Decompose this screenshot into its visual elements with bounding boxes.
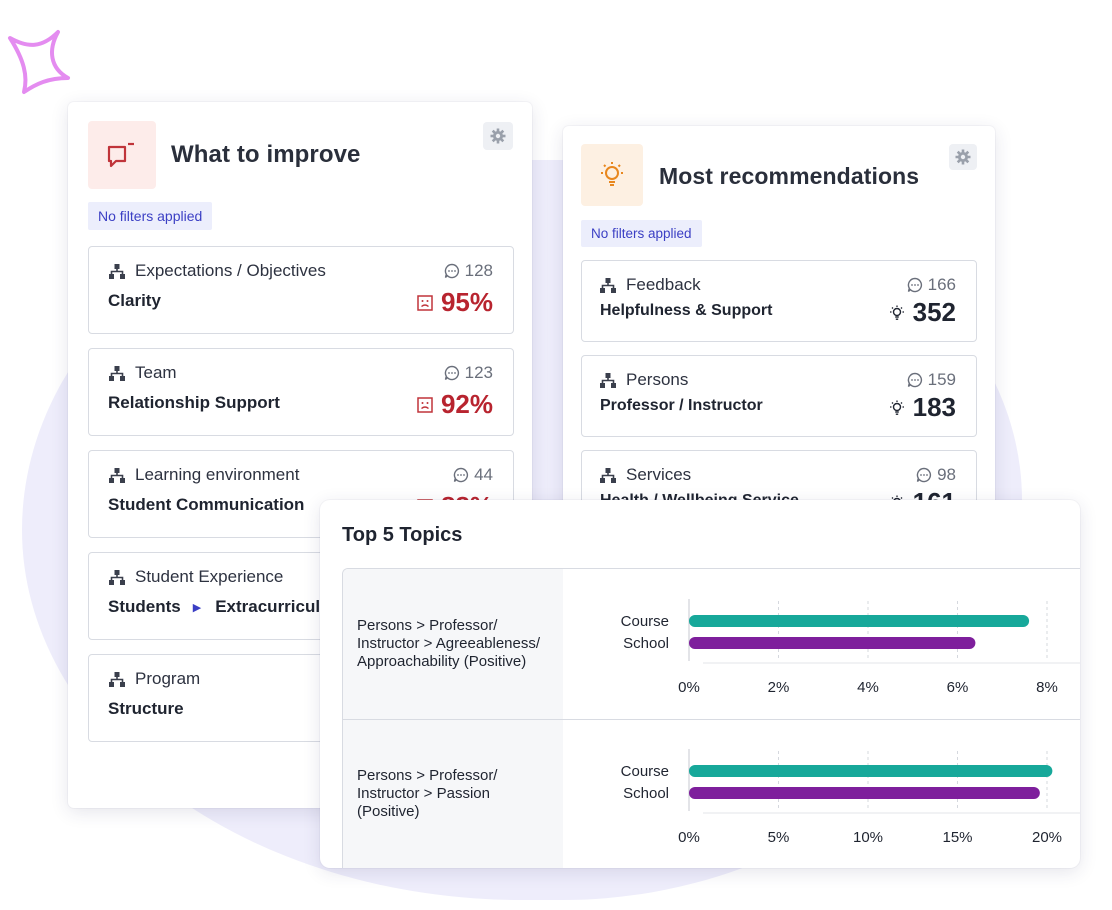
category-label: Course	[621, 763, 669, 780]
topics-title: Top 5 Topics	[342, 524, 463, 546]
category-label: School	[623, 635, 669, 652]
bar-course	[689, 765, 1053, 777]
bar-school	[689, 787, 1040, 799]
filter-chip[interactable]: No filters applied	[88, 202, 213, 230]
tick-label: 8%	[1036, 679, 1058, 696]
hierarchy-icon	[109, 671, 125, 687]
recommendation-item[interactable]: Feedback Helpfulness & Support 166 352	[581, 260, 977, 342]
subject-label: Students	[108, 597, 181, 616]
lightbulb-icon	[889, 400, 904, 415]
topic-row: Persons > Professor/ Instructor > Agreea…	[343, 569, 1080, 719]
sad-face-icon	[417, 294, 433, 311]
gear-icon	[490, 128, 506, 144]
tick-label: 6%	[947, 679, 969, 696]
percent-value: 92%	[440, 389, 493, 419]
subject-label: Clarity	[108, 291, 161, 310]
comment-icon	[444, 263, 459, 279]
card-title: Most recommendations	[659, 163, 920, 189]
topic-chart: Course School 0% 2% 4% 6% 8%	[563, 569, 1080, 719]
comment-icon	[907, 277, 922, 293]
hierarchy-icon	[109, 467, 125, 483]
comment-icon	[916, 467, 932, 483]
tick-label: 20%	[1032, 829, 1062, 846]
subject-label: Student Communication	[108, 495, 305, 514]
filter-chip[interactable]: No filters applied	[581, 220, 702, 247]
bar-school	[689, 637, 976, 649]
category-label: Student Experience	[135, 567, 284, 586]
hierarchy-icon	[600, 277, 616, 293]
what-to-improve-card: What to improve No filters applied Expec…	[68, 102, 532, 808]
category-label: Course	[621, 613, 669, 630]
subject-label: Helpfulness & Support	[600, 302, 773, 319]
hierarchy-icon	[109, 263, 125, 279]
bar-course	[689, 615, 1030, 627]
topics-table: Persons > Professor/ Instructor > Agreea…	[342, 568, 1080, 868]
topic-label: Persons > Professor/ Instructor > Passio…	[343, 719, 563, 868]
subject-label-2: Extracurricular	[215, 597, 337, 616]
comment-count: 159	[927, 370, 956, 389]
comment-count: 123	[464, 363, 493, 382]
chevron-right-icon: ▶	[192, 601, 202, 614]
improve-item[interactable]: Expectations / Objectives Clarity 128 95%	[88, 246, 514, 334]
improve-item[interactable]: Team Relationship Support 123 92%	[88, 348, 514, 436]
recommendation-count: 352	[912, 297, 956, 327]
hierarchy-icon	[109, 569, 125, 585]
hierarchy-icon	[600, 467, 616, 483]
comment-count: 128	[464, 261, 493, 280]
comment-icon	[453, 467, 469, 483]
chat-alert-icon	[88, 121, 156, 189]
subject-label: Relationship Support	[108, 393, 280, 412]
row-divider	[343, 719, 1080, 720]
tick-label: 4%	[857, 679, 879, 696]
top-topics-card: Top 5 Topics Persons > Professor/ Instru…	[320, 500, 1080, 868]
category-label: Persons	[626, 370, 689, 389]
lightbulb-icon	[581, 144, 643, 206]
percent-value: 95%	[440, 287, 493, 317]
lightbulb-icon	[889, 305, 904, 320]
recommendation-count: 183	[912, 392, 956, 422]
sparkle-icon	[8, 30, 70, 94]
gear-icon	[955, 149, 971, 165]
category-label: Services	[626, 465, 692, 484]
comment-icon	[444, 365, 459, 381]
tick-label: 15%	[942, 829, 972, 846]
settings-gear-button[interactable]	[949, 144, 977, 170]
topic-label: Persons > Professor/ Instructor > Agreea…	[343, 569, 563, 719]
category-label: Program	[135, 669, 201, 688]
category-label: School	[623, 785, 669, 802]
tick-label: 10%	[853, 829, 883, 846]
recommendation-item[interactable]: Persons Professor / Instructor 159 183	[581, 355, 977, 437]
hierarchy-icon	[109, 365, 125, 381]
subject-label: Professor / Instructor	[600, 397, 763, 414]
bar-chart: Course School 0% 2% 4% 6% 8%	[621, 599, 1080, 696]
comment-count: 166	[927, 275, 956, 294]
tick-label: 0%	[678, 829, 700, 846]
settings-gear-button[interactable]	[483, 122, 513, 150]
card-title: What to improve	[171, 141, 361, 168]
subject-label: Structure	[108, 699, 184, 718]
bar-chart: Course School 0% 5% 10% 15% 20%	[621, 749, 1080, 846]
category-label: Team	[135, 363, 177, 382]
comment-count: 44	[474, 465, 493, 484]
category-label: Feedback	[626, 275, 701, 294]
category-label: Expectations / Objectives	[135, 261, 326, 280]
tick-label: 0%	[678, 679, 700, 696]
topic-row: Persons > Professor/ Instructor > Passio…	[343, 719, 1080, 868]
sad-face-icon	[417, 396, 433, 413]
most-recommendations-card: Most recommendations No filters applied …	[563, 126, 995, 546]
tick-label: 5%	[768, 829, 790, 846]
hierarchy-icon	[600, 372, 616, 388]
topic-chart: Course School 0% 5% 10% 15% 20%	[563, 719, 1080, 868]
tick-label: 2%	[768, 679, 790, 696]
category-label: Learning environment	[135, 465, 300, 484]
comment-count: 98	[937, 465, 956, 484]
comment-icon	[907, 372, 922, 388]
